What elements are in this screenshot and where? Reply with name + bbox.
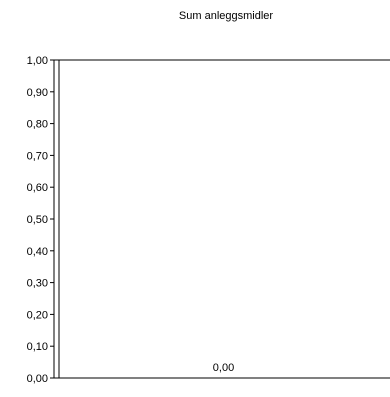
y-tick-label: 0,10 bbox=[27, 341, 48, 353]
y-tick-label: 0,80 bbox=[27, 119, 48, 131]
bar-data-label: 0,00 bbox=[213, 362, 234, 374]
chart-title: Sum anleggsmidler bbox=[179, 10, 273, 22]
plot-area: 0,00 0,10 0,20 0,30 0,40 0,50 0,60 0,70 0,80 0,90… bbox=[27, 55, 390, 385]
y-tick-label: 0,00 bbox=[27, 373, 48, 385]
y-tick-label: 1,00 bbox=[27, 55, 48, 67]
y-tick-label: 0,50 bbox=[27, 214, 48, 226]
y-tick-label: 0,40 bbox=[27, 246, 48, 258]
y-tick-label: 0,20 bbox=[27, 309, 48, 321]
y-tick-label: 0,60 bbox=[27, 182, 48, 194]
y-tick-label: 0,30 bbox=[27, 278, 48, 290]
y-tick-label: 0,90 bbox=[27, 87, 48, 99]
y-tick-label: 0,70 bbox=[27, 150, 48, 162]
